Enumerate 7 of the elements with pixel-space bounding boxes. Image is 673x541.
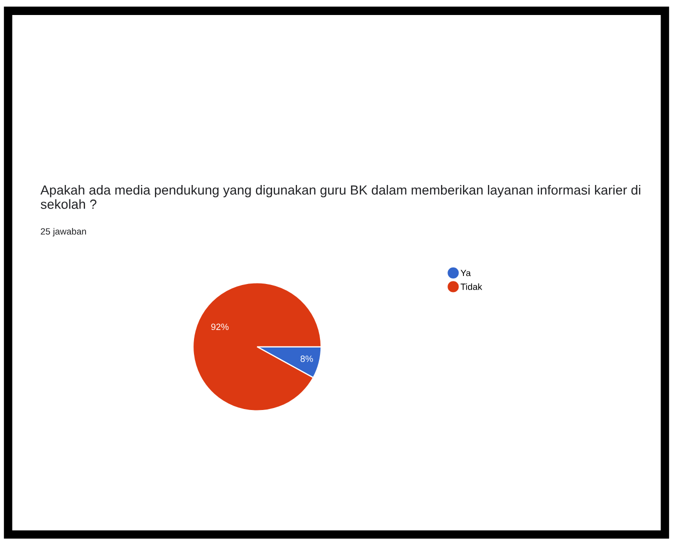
data-label: 8% [300, 356, 313, 362]
pie-slice [192, 282, 322, 412]
text: 25 jawaban [40, 228, 86, 236]
data-label: 92% [211, 324, 229, 330]
legend-label: Ya [460, 270, 471, 276]
chart-title: Apakah ada media pendukung yang digunakan guru BK dalam memberikan layanan informasi karier di sekolah ? [40, 185, 640, 209]
legend-label: Tidak [460, 283, 482, 290]
